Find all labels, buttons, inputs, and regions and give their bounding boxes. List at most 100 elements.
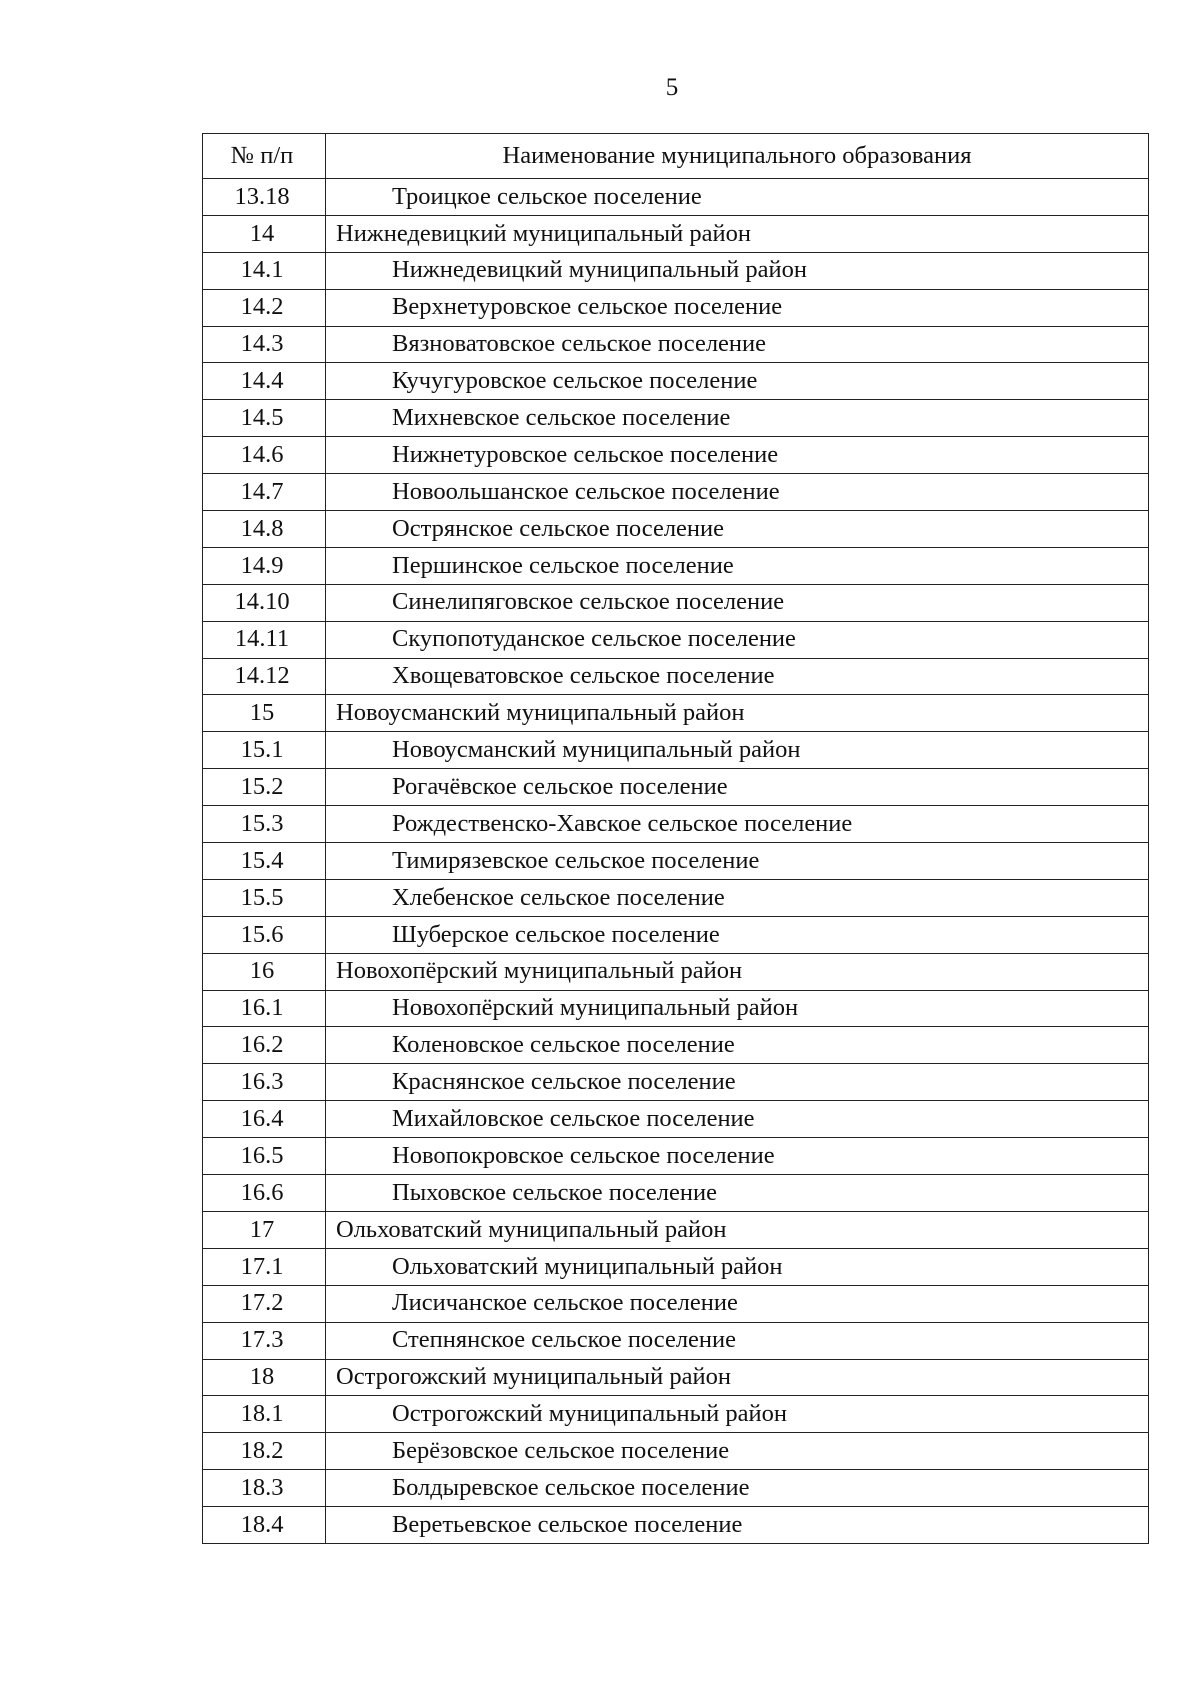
row-number: 18 [202,1358,326,1397]
row-number: 14.2 [202,288,326,327]
row-number: 18.2 [202,1432,326,1471]
row-number: 14.9 [202,546,326,585]
municipality-name: Новохопёрский муниципальный район [325,952,1149,991]
table-row: 17 Ольховатский муниципальный район [202,1210,1149,1249]
row-number: 14.7 [202,473,326,512]
row-number: 16.3 [202,1063,326,1102]
municipality-name: Нижнетуровское сельское поселение [325,436,1149,475]
row-number: 16.1 [202,989,326,1028]
table-row: 15.1 Новоусманский муниципальный район [202,731,1149,770]
row-number: 16.4 [202,1100,326,1139]
row-number: 14.3 [202,325,326,364]
municipality-name: Новопокровское сельское поселение [325,1137,1149,1176]
table-row: 14.9 Першинское сельское поселение [202,546,1149,585]
municipality-name: Рождественско-Хавское сельское поселение [325,805,1149,844]
row-number: 15.6 [202,915,326,954]
table-row: 15.5 Хлебенское сельское поселение [202,878,1149,917]
row-number: 15.2 [202,768,326,807]
table-row: 14.12 Хвощеватовское сельское поселение [202,657,1149,696]
municipality-name: Нижнедевицкий муниципальный район [325,251,1149,290]
row-number: 18.1 [202,1395,326,1434]
table-row: 16.3 Краснянское сельское поселение [202,1063,1149,1102]
municipality-name: Троицкое сельское поселение [325,178,1149,216]
table-row: 14.1 Нижнедевицкий муниципальный район [202,251,1149,290]
row-number: 15.1 [202,731,326,770]
table-row: 14.6 Нижнетуровское сельское поселение [202,436,1149,475]
table-row: 16.1 Новохопёрский муниципальный район [202,989,1149,1028]
row-number: 18.4 [202,1506,326,1544]
table-row: 16.5 Новопокровское сельское поселение [202,1137,1149,1176]
table-row: 18 Острогожский муниципальный район [202,1358,1149,1397]
municipality-name: Першинское сельское поселение [325,546,1149,585]
table-row: 18.2 Берёзовское сельское поселение [202,1432,1149,1471]
row-number: 15.3 [202,805,326,844]
municipality-name: Вязноватовское сельское поселение [325,325,1149,364]
table-row: 16 Новохопёрский муниципальный район [202,952,1149,991]
municipality-name: Скупопотуданское сельское поселение [325,620,1149,659]
row-number: 15.5 [202,878,326,917]
municipality-name: Степнянское сельское поселение [325,1321,1149,1360]
table-row: 14 Нижнедевицкий муниципальный район [202,214,1149,253]
municipality-name: Новоольшанское сельское поселение [325,473,1149,512]
municipality-name: Нижнедевицкий муниципальный район [325,214,1149,253]
table-row: 13.18 Троицкое сельское поселение [202,178,1149,216]
table-row: 14.4 Кучугуровское сельское поселение [202,362,1149,401]
row-number: 16.6 [202,1174,326,1212]
municipalities-table: № п/п Наименование муниципального образо… [202,133,1149,1544]
municipality-name: Лисичанское сельское поселение [325,1284,1149,1323]
table-row: 16.2 Коленовское сельское поселение [202,1026,1149,1065]
row-number: 14.5 [202,399,326,438]
table-row: 14.7 Новоольшанское сельское поселение [202,473,1149,512]
municipality-name: Ольховатский муниципальный район [325,1247,1149,1286]
municipality-name: Михайловское сельское поселение [325,1100,1149,1139]
municipality-name: Острянское сельское поселение [325,510,1149,548]
municipality-name: Верхнетуровское сельское поселение [325,288,1149,327]
municipality-name: Болдыревское сельское поселение [325,1469,1149,1508]
municipality-name: Михневское сельское поселение [325,399,1149,438]
column-header-name: Наименование муниципального образования [325,133,1149,179]
municipality-name: Пыховское сельское поселение [325,1174,1149,1212]
table-row: 14.11 Скупопотуданское сельское поселение [202,620,1149,659]
municipality-name: Тимирязевское сельское поселение [325,842,1149,880]
table-row: 15.3 Рождественско-Хавское сельское посел… [202,805,1149,844]
table-row: 14.5 Михневское сельское поселение [202,399,1149,438]
row-number: 14 [202,214,326,253]
table-row: 16.4 Михайловское сельское поселение [202,1100,1149,1139]
municipality-name: Острогожский муниципальный район [325,1358,1149,1397]
column-header-number: № п/п [202,133,326,179]
table-row: 14.2 Верхнетуровское сельское поселение [202,288,1149,327]
row-number: 15 [202,694,326,733]
row-number: 18.3 [202,1469,326,1508]
row-number: 14.10 [202,583,326,622]
municipality-name: Рогачёвское сельское поселение [325,768,1149,807]
row-number: 16 [202,952,326,991]
table-row: 17.2 Лисичанское сельское поселение [202,1284,1149,1323]
table-row: 15.6 Шуберское сельское поселение [202,915,1149,954]
municipality-name: Веретьевское сельское поселение [325,1506,1149,1544]
row-number: 17.2 [202,1284,326,1323]
table-header-row: № п/п Наименование муниципального образо… [202,133,1149,179]
row-number: 13.18 [202,178,326,216]
row-number: 17 [202,1210,326,1249]
row-number: 16.5 [202,1137,326,1176]
municipality-name: Синелипяговское сельское поселение [325,583,1149,622]
municipality-name: Ольховатский муниципальный район [325,1210,1149,1249]
table-row: 17.3 Степнянское сельское поселение [202,1321,1149,1360]
table-row: 15.4 Тимирязевское сельское поселение [202,842,1149,880]
table-row: 18.3 Болдыревское сельское поселение [202,1469,1149,1508]
page-number: 5 [665,74,679,101]
row-number: 16.2 [202,1026,326,1065]
municipality-name: Шуберское сельское поселение [325,915,1149,954]
municipality-name: Хлебенское сельское поселение [325,878,1149,917]
table-row: 17.1 Ольховатский муниципальный район [202,1247,1149,1286]
row-number: 17.1 [202,1247,326,1286]
municipality-name: Новоусманский муниципальный район [325,694,1149,733]
table-row: 15 Новоусманский муниципальный район [202,694,1149,733]
municipality-name: Коленовское сельское поселение [325,1026,1149,1065]
municipality-name: Хвощеватовское сельское поселение [325,657,1149,696]
municipality-name: Новоусманский муниципальный район [325,731,1149,770]
table-row: 18.1 Острогожский муниципальный район [202,1395,1149,1434]
table-row: 15.2 Рогачёвское сельское поселение [202,768,1149,807]
municipality-name: Берёзовское сельское поселение [325,1432,1149,1471]
row-number: 14.11 [202,620,326,659]
